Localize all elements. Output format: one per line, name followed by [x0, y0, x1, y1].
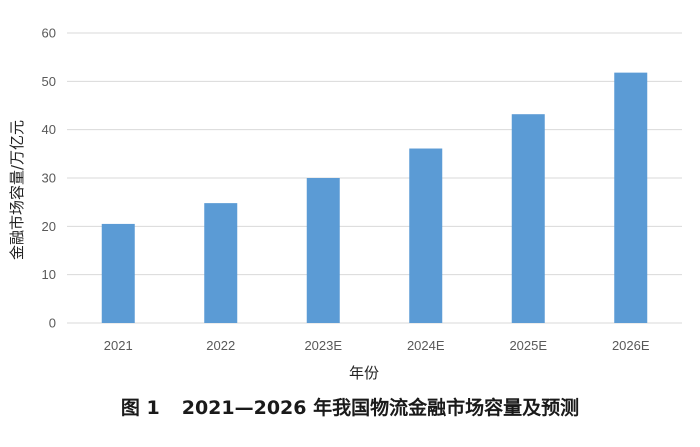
y-tick-label: 60	[42, 26, 56, 41]
y-tick-labels: 0 10 20 30 40 50 60	[42, 26, 56, 331]
x-tick-labels: 2021 2022 2023E 2024E 2025E 2026E	[104, 338, 650, 353]
bar-2023E	[306, 178, 340, 323]
y-tick-label: 0	[49, 316, 56, 331]
x-tick-label: 2023E	[304, 338, 342, 353]
y-tick-label: 30	[42, 171, 56, 186]
x-axis-title: 年份	[349, 364, 379, 382]
bars	[101, 72, 648, 323]
bar-2024E	[409, 148, 443, 323]
bar-2022	[204, 203, 238, 323]
figure-number: 图 1	[120, 397, 160, 419]
bar-2025E	[511, 114, 545, 323]
figure-title: 2021—2026 年我国物流金融市场容量及预测	[181, 397, 580, 419]
x-tick-label: 2026E	[612, 338, 650, 353]
x-tick-label: 2024E	[407, 338, 445, 353]
y-tick-label: 50	[42, 74, 56, 89]
y-tick-label: 10	[42, 267, 56, 282]
x-tick-label: 2021	[104, 338, 133, 353]
gridlines	[67, 32, 682, 324]
x-tick-label: 2025E	[509, 338, 547, 353]
bar-2021	[101, 223, 135, 323]
y-axis-title: 金融市场容量/万亿元	[8, 120, 26, 260]
x-tick-label: 2022	[206, 338, 235, 353]
figure-caption: 图 1 2021—2026 年我国物流金融市场容量及预测	[0, 393, 700, 420]
y-tick-label: 20	[42, 219, 56, 234]
y-tick-label: 40	[42, 122, 56, 137]
bar-2026E	[614, 72, 648, 323]
